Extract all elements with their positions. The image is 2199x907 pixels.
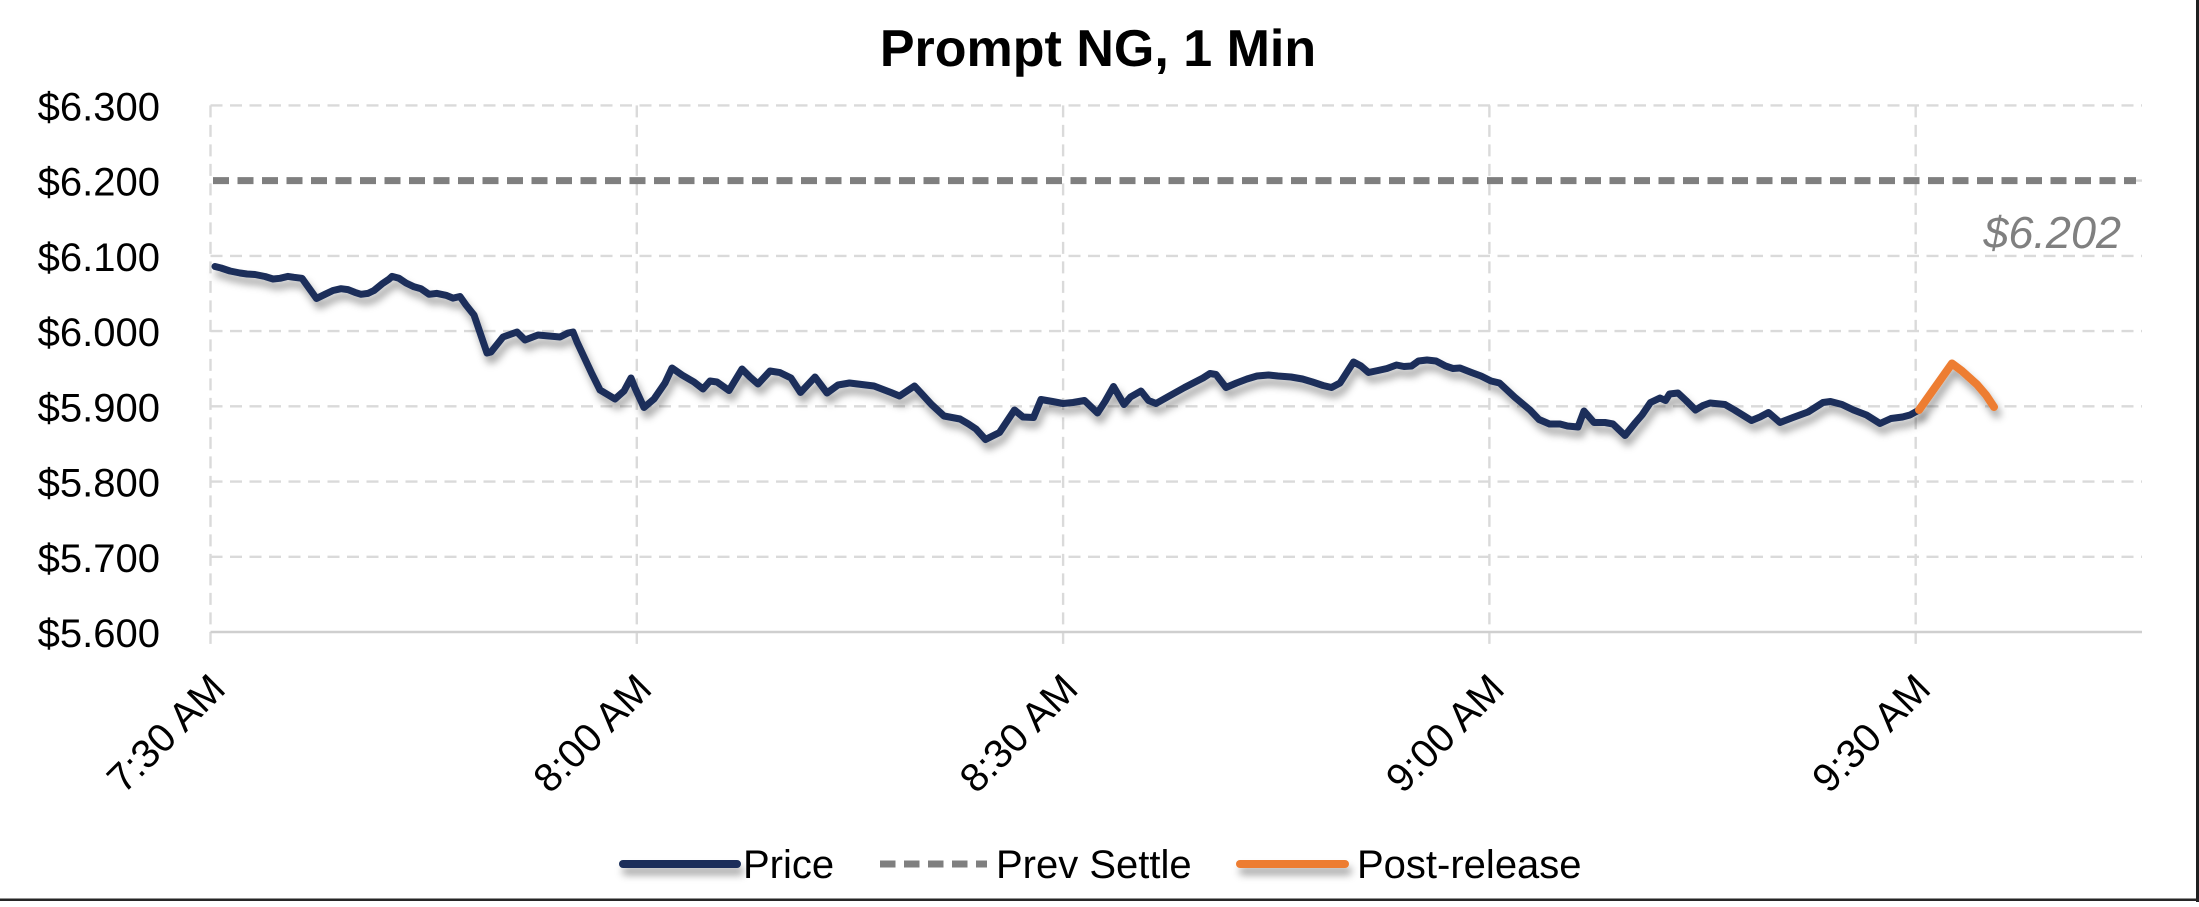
svg-text:$6.202: $6.202	[1982, 207, 2121, 258]
svg-text:Post-release: Post-release	[1357, 843, 1582, 887]
svg-text:$6.100: $6.100	[38, 236, 160, 280]
svg-text:Prompt NG, 1 Min: Prompt NG, 1 Min	[880, 20, 1316, 78]
svg-text:Price: Price	[743, 843, 834, 887]
svg-text:$5.800: $5.800	[38, 462, 160, 506]
svg-text:Prev Settle: Prev Settle	[996, 843, 1192, 887]
svg-text:$5.700: $5.700	[38, 537, 160, 581]
svg-text:$6.300: $6.300	[38, 85, 160, 129]
svg-text:$6.200: $6.200	[38, 161, 160, 205]
svg-text:$6.000: $6.000	[38, 311, 160, 355]
svg-text:$5.600: $5.600	[38, 612, 160, 656]
svg-text:$5.900: $5.900	[38, 386, 160, 430]
